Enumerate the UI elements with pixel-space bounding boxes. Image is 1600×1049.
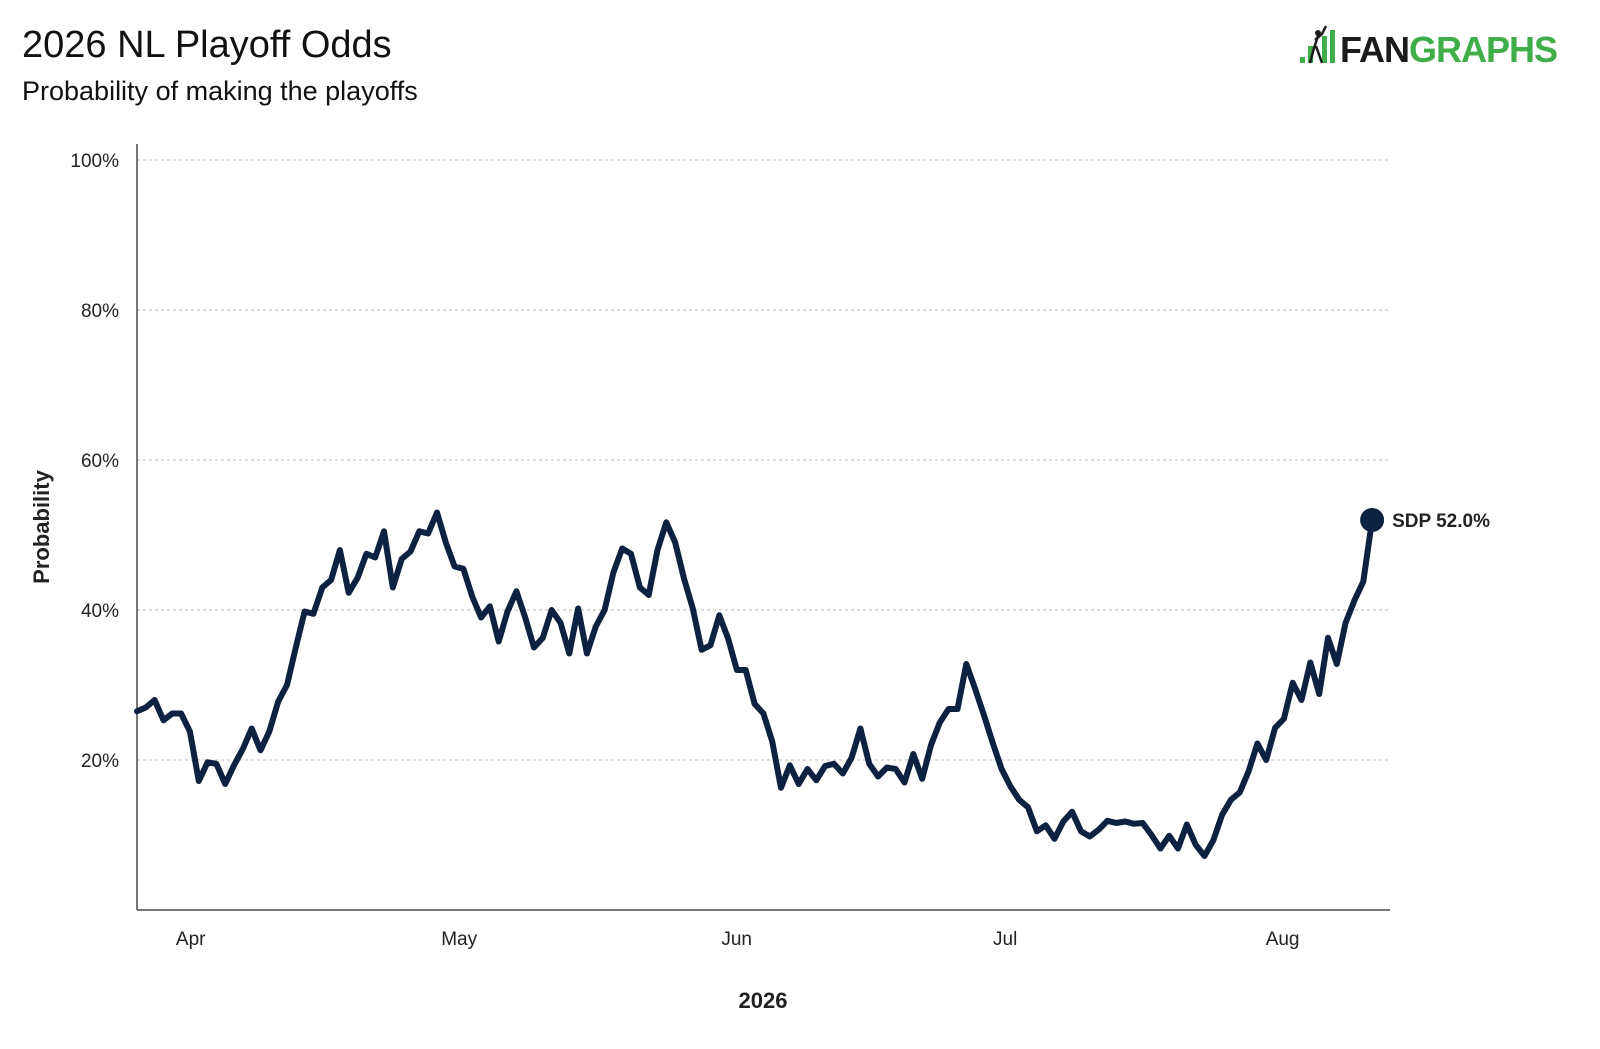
x-tick-labels: Apr May Jun Jul Aug [176, 929, 1300, 950]
x-axis-title: 2026 [739, 988, 788, 1013]
svg-text:FANGRAPHS: FANGRAPHS [1340, 29, 1557, 70]
y-tick-label: 60% [81, 451, 119, 472]
series-end-label: SDP 52.0% [1392, 511, 1490, 532]
gridlines [137, 159, 1390, 761]
x-tick-label: May [441, 929, 477, 950]
y-axis-title: Probability [29, 469, 54, 583]
y-tick-label: 80% [81, 301, 119, 322]
x-tick-label: Apr [176, 929, 206, 950]
x-tick-label: Jun [721, 929, 752, 950]
chart-title: 2026 NL Playoff Odds [22, 24, 392, 66]
axes [136, 144, 1390, 911]
x-tick-label: Jul [993, 929, 1017, 950]
fangraphs-logo: FANGRAPHS [1300, 25, 1558, 70]
y-tick-label: 100% [70, 151, 119, 172]
logo-text-fan: FAN [1340, 29, 1409, 70]
y-tick-labels: 20% 40% 60% 80% 100% [70, 151, 119, 772]
series: SDP 52.0% [134, 508, 1490, 859]
y-tick-label: 40% [81, 601, 119, 622]
x-tick-label: Aug [1266, 929, 1300, 950]
logo-bars-icon [1300, 25, 1335, 64]
y-tick-label: 20% [81, 751, 119, 772]
series-line-sdp [134, 509, 1376, 859]
series-endpoint-sdp [1360, 508, 1385, 532]
chart-subtitle: Probability of making the playoffs [22, 76, 418, 106]
logo-text-graphs: GRAPHS [1409, 29, 1557, 70]
